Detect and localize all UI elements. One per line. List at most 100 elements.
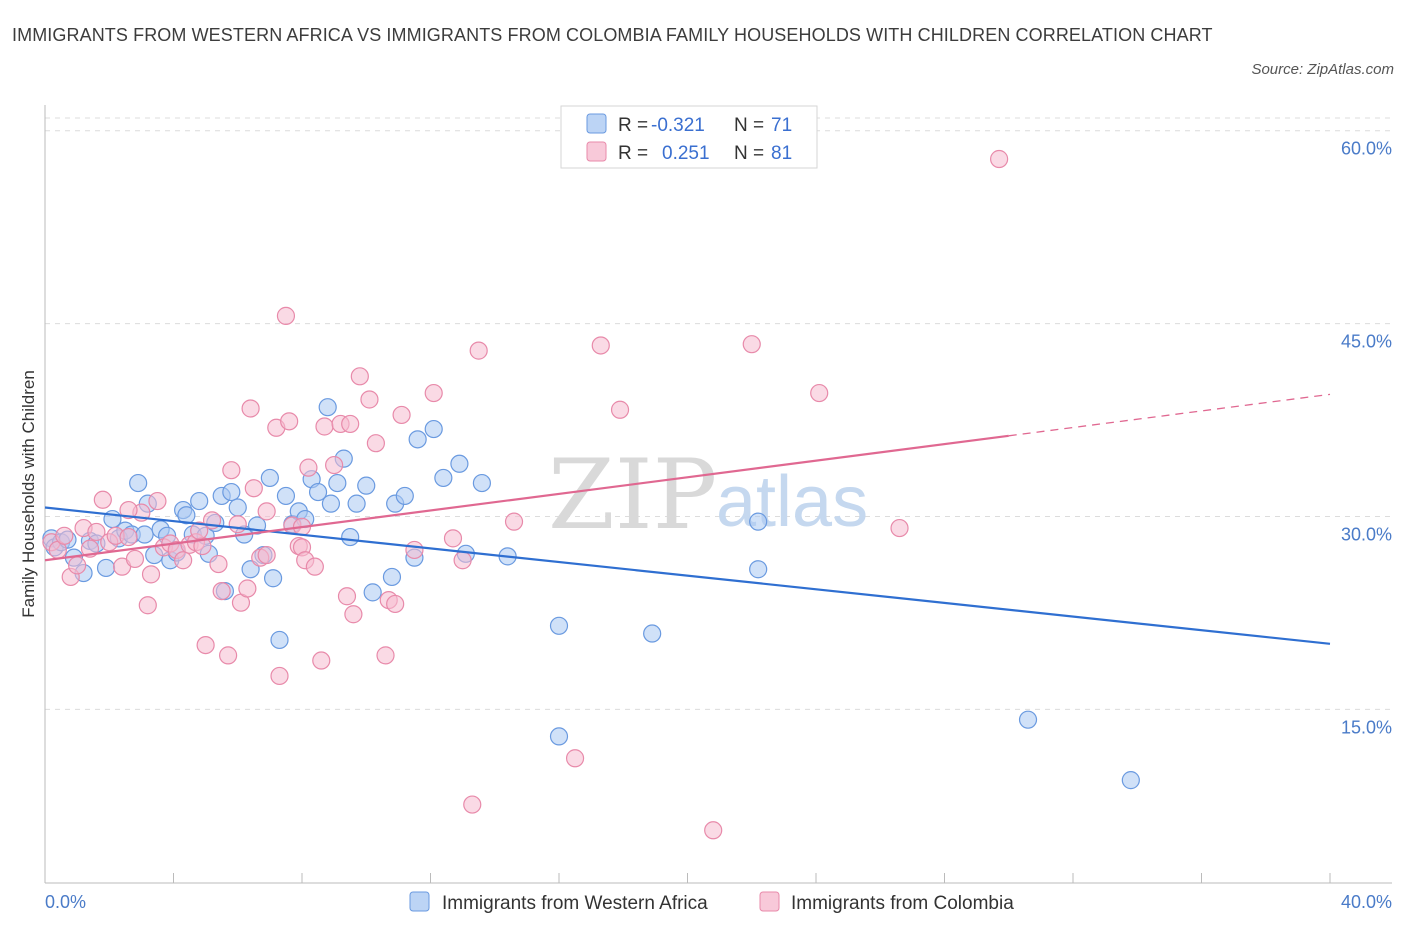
data-point [228, 515, 247, 534]
data-point [643, 624, 662, 643]
y-tick-labels: 15.0% 30.0% 45.0% 60.0% [1341, 139, 1392, 738]
data-point [405, 540, 424, 560]
data-point [472, 473, 491, 493]
data-point [610, 400, 630, 419]
trend-lines [44, 393, 1331, 645]
watermark-atlas: atlas [716, 462, 868, 542]
data-point [312, 651, 331, 670]
x-tick-label: 40.0% [1341, 892, 1392, 912]
data-point [463, 795, 482, 814]
data-point [260, 468, 279, 488]
data-point [565, 749, 585, 768]
data-point [196, 635, 215, 655]
data-point [148, 491, 167, 511]
legend-n-value-2: 81 [771, 143, 792, 164]
data-point [190, 521, 209, 540]
data-point [376, 646, 395, 665]
data-point [591, 336, 610, 355]
data-point [222, 482, 241, 502]
data-point [318, 398, 337, 417]
legend-r-label-1: R = [618, 115, 648, 136]
data-point [68, 556, 87, 575]
data-point [810, 383, 829, 403]
data-point [138, 596, 157, 615]
legend: R = -0.321 N = 71 R = 0.251 N = 81 [560, 105, 818, 169]
watermark: ZIP atlas [548, 439, 868, 551]
data-point [299, 458, 318, 477]
data-point [1121, 771, 1140, 790]
data-point [129, 473, 148, 493]
data-point [119, 527, 138, 547]
data-point [219, 646, 238, 665]
data-point [209, 554, 228, 574]
data-point [424, 419, 443, 439]
data-point [434, 468, 453, 488]
legend-r-label-2: R = [618, 143, 648, 164]
data-point [360, 390, 379, 409]
y-tick-label: 45.0% [1341, 332, 1392, 352]
data-point [276, 486, 296, 506]
data-point [263, 569, 283, 588]
data-point [450, 454, 469, 473]
data-point [257, 545, 276, 565]
data-point [257, 502, 276, 521]
data-point [990, 149, 1009, 169]
data-point [228, 498, 247, 517]
data-point [341, 527, 360, 547]
data-point [276, 306, 296, 325]
data-point [469, 341, 488, 360]
data-point [408, 430, 427, 449]
data-point [350, 367, 369, 386]
data-point [382, 567, 402, 587]
source-label: Source: ZipAtlas.com [1251, 61, 1394, 78]
legend-n-value-1: 71 [771, 115, 792, 136]
data-point [366, 434, 385, 453]
data-point [280, 412, 299, 431]
y-axis-label: Family Households with Children [19, 370, 38, 618]
axes [44, 105, 1392, 884]
data-point [357, 476, 376, 495]
data-point [549, 727, 569, 746]
data-point [270, 630, 289, 650]
data-point [96, 558, 116, 578]
data-point [453, 551, 472, 570]
watermark-zip: ZIP [548, 439, 717, 551]
bottom-legend: Immigrants from Western Africa Immigrant… [409, 891, 1014, 914]
data-point [119, 500, 138, 520]
trend-line-blue [44, 506, 1331, 645]
y-tick-label: 30.0% [1341, 525, 1392, 545]
data-point [395, 486, 414, 506]
data-point [315, 417, 334, 436]
data-point [341, 414, 360, 434]
data-point [93, 490, 112, 509]
data-point [890, 518, 909, 538]
trend-line-pink-extension [1008, 393, 1331, 437]
legend-swatch-blue [586, 113, 607, 134]
data-point [347, 494, 366, 513]
data-point [549, 616, 569, 635]
data-point [749, 560, 768, 579]
bottom-legend-swatch-pink [759, 891, 780, 912]
data-point [392, 405, 411, 425]
chart-title: IMMIGRANTS FROM WESTERN AFRICA VS IMMIGR… [12, 25, 1213, 45]
legend-n-label-2: N = [734, 143, 764, 164]
data-point [212, 581, 231, 601]
data-point [141, 565, 161, 584]
data-point [244, 479, 263, 498]
y-tick-label: 15.0% [1341, 717, 1392, 737]
data-point [742, 335, 761, 354]
data-point [504, 512, 524, 531]
data-point [55, 526, 74, 545]
y-tick-label: 60.0% [1341, 139, 1392, 159]
data-point [222, 461, 241, 480]
series-colombia-points [42, 149, 1009, 840]
data-point [363, 583, 382, 602]
x-tick-label: 0.0% [45, 892, 86, 912]
legend-swatch-pink [586, 141, 607, 162]
data-point [270, 666, 289, 686]
data-point [344, 605, 363, 624]
data-point [749, 512, 768, 531]
legend-n-label-1: N = [734, 115, 764, 136]
x-tick-marks [44, 873, 1331, 883]
